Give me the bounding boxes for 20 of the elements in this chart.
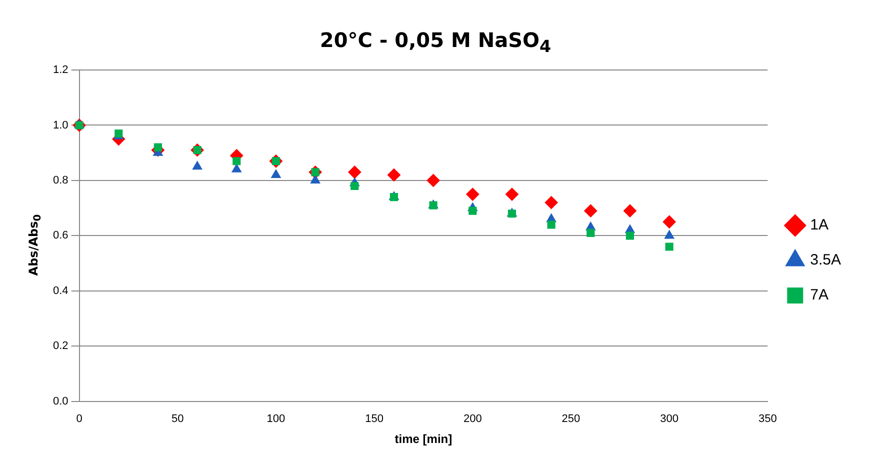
x-tick-label: 100 <box>266 413 286 426</box>
x-tick-label: 350 <box>758 413 777 426</box>
x-tick-label: 200 <box>463 413 482 426</box>
legend-label: 7A <box>810 286 828 304</box>
x-tick-label: 150 <box>365 413 384 426</box>
y-tick-label: 1.2 <box>52 64 68 76</box>
x-tick-label: 250 <box>562 413 580 426</box>
y-tick-label: 0.6 <box>52 230 68 242</box>
y-tick-label: 1.0 <box>52 119 68 132</box>
legend-label: 1A <box>810 216 828 234</box>
y-tick-label: 0.0 <box>52 395 68 408</box>
chart-title: 20°C - 0,05 M NaSO$_{4}$ <box>318 28 552 56</box>
y-tick-label: 0.4 <box>52 284 68 297</box>
legend-label: 3.5A <box>810 252 841 269</box>
x-axis-title: time [min] <box>394 432 452 446</box>
x-tick-label: 50 <box>172 413 184 426</box>
x-tick-label: 300 <box>660 413 678 426</box>
x-tick-label: 0 <box>76 413 82 426</box>
y-tick-label: 0.2 <box>52 340 68 352</box>
y-tick-label: 0.8 <box>52 174 68 186</box>
